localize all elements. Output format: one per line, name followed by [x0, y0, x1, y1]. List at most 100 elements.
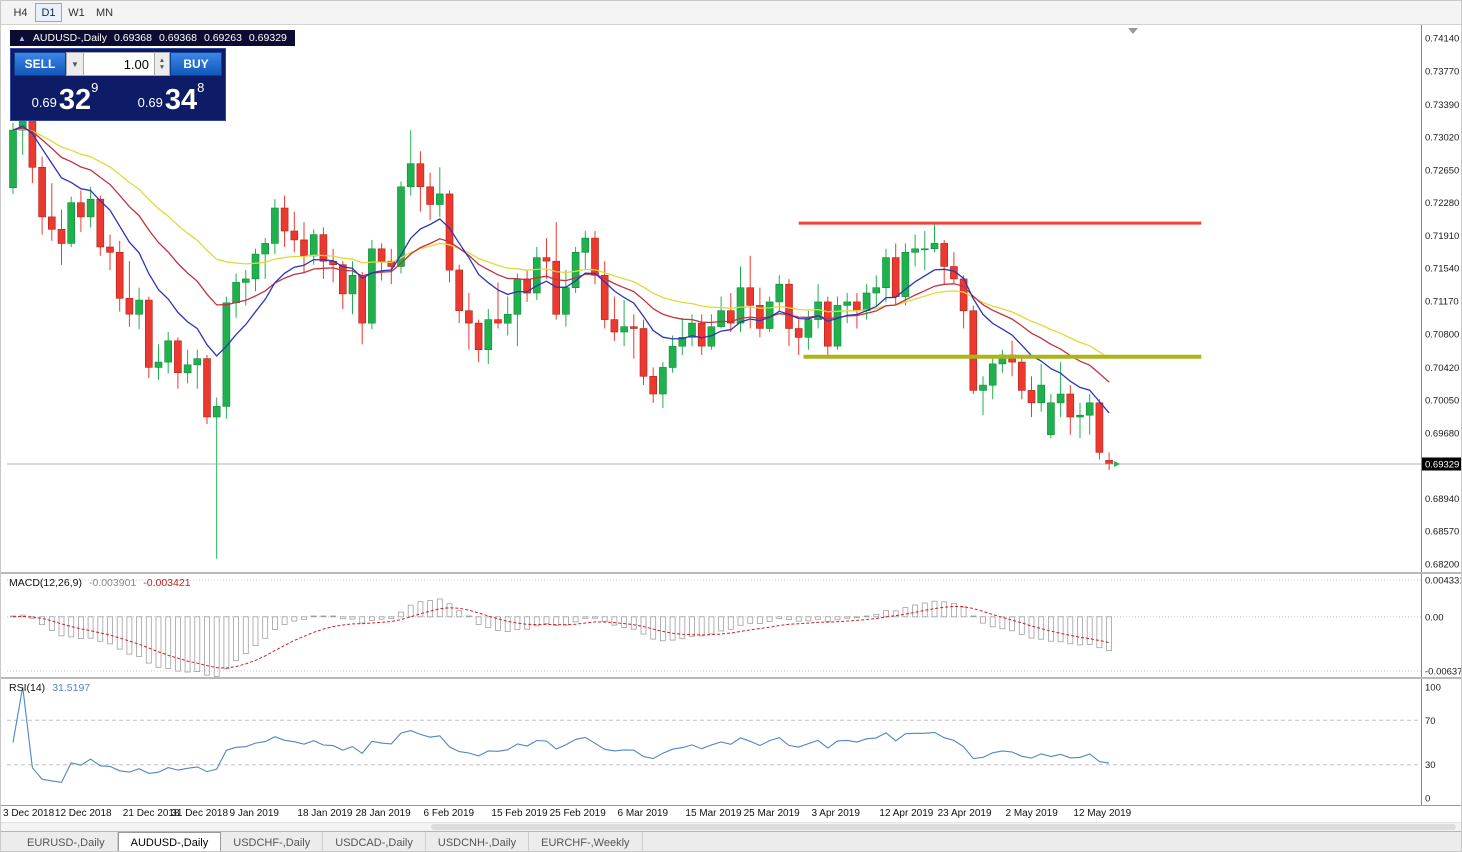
one-click-trading-panel: SELL ▼ ▲ ▼ BUY 0.69 32 9 0.69 34 8: [10, 48, 226, 121]
date-tick: 18 Jan 2019: [297, 808, 353, 819]
date-tick: 31 Dec 2018: [171, 808, 229, 819]
svg-text:0.72650: 0.72650: [1425, 165, 1459, 176]
buy-price-display[interactable]: 0.69 34 8: [120, 79, 222, 117]
date-tick: 6 Feb 2019: [423, 808, 475, 819]
timeframe-button-mn[interactable]: MN: [95, 6, 114, 19]
svg-text:100: 100: [1425, 683, 1441, 694]
stepper-down-icon[interactable]: ▼: [158, 64, 166, 71]
buy-button[interactable]: BUY: [170, 52, 222, 76]
ma-mid-red: [12, 127, 1110, 383]
macd-title: MACD(12,26,9): [9, 577, 82, 589]
panel-separator[interactable]: [1, 677, 1461, 679]
date-tick: 3 Dec 2018: [3, 808, 55, 819]
date-tick: 2 May 2019: [1005, 808, 1058, 819]
rsi-title: RSI(14): [9, 682, 46, 694]
ohlc-high: 0.69368: [158, 32, 197, 44]
volume-input[interactable]: [84, 52, 155, 76]
macd-signal-line: [12, 605, 1110, 669]
timeframe-toolbar: H4 D1 W1 MN: [1, 1, 1461, 25]
candlestick-series: [9, 103, 1113, 559]
svg-text:30: 30: [1425, 760, 1436, 771]
svg-text:70: 70: [1425, 716, 1436, 727]
timeframe-button-w1[interactable]: W1: [68, 6, 85, 19]
time-axis: 3 Dec 2018 12 Dec 2018 21 Dec 2018 31 Dec 2…: [1, 805, 1461, 822]
symbol-tab-audusd-daily[interactable]: AUDUSD-,Daily: [117, 832, 222, 851]
svg-text:0.68570: 0.68570: [1425, 527, 1459, 538]
svg-text:0.00: 0.00: [1425, 612, 1444, 623]
ohlc-open: 0.69368: [114, 32, 152, 44]
macd-signal-value: -0.003421: [143, 577, 191, 589]
sell-button[interactable]: SELL: [14, 52, 66, 76]
svg-text:0.73770: 0.73770: [1425, 66, 1459, 77]
chart-symbol-period: AUDUSD-,Daily: [32, 32, 108, 44]
rsi-line: [12, 686, 1110, 784]
macd-main-value: -0.003901: [88, 577, 137, 589]
panel-separator[interactable]: [1, 572, 1461, 574]
date-tick: 25 Mar 2019: [743, 808, 800, 819]
sell-price-display[interactable]: 0.69 32 9: [14, 79, 116, 117]
scrollbar-thumb[interactable]: [431, 824, 1456, 830]
price-axis-labels: 0.74140 0.73770 0.73390 0.73020 0.72650 0.722…: [1425, 34, 1459, 571]
svg-text:0.69680: 0.69680: [1425, 428, 1459, 439]
date-tick: 21 Dec 2018: [122, 808, 180, 819]
svg-text:0.71910: 0.71910: [1425, 231, 1459, 242]
collapse-arrow-icon[interactable]: ▲: [18, 33, 26, 43]
volume-dropdown-icon[interactable]: ▼: [66, 52, 84, 76]
chart-ohlc-header: ▲ AUDUSD-,Daily 0.69368 0.69368 0.69263 …: [10, 30, 295, 46]
sell-price-base: 0.69: [31, 95, 57, 110]
date-tick: 15 Mar 2019: [685, 808, 742, 819]
svg-text:0.70420: 0.70420: [1425, 363, 1459, 374]
last-price-arrow-icon: [1114, 461, 1121, 467]
svg-text:0.68200: 0.68200: [1425, 560, 1459, 571]
ohlc-low: 0.69263: [203, 32, 242, 44]
rsi-indicator-panel[interactable]: 100 70 30 0: [1, 679, 1462, 805]
symbol-tab-eurchf-weekly[interactable]: EURCHF-,Weekly: [529, 832, 643, 851]
svg-text:0.73390: 0.73390: [1425, 100, 1459, 111]
timeframe-button-group: H4 D1 W1 MN: [7, 3, 119, 22]
date-tick: 15 Feb 2019: [491, 808, 548, 819]
symbol-tab-eurusd-daily[interactable]: EURUSD-,Daily: [15, 832, 118, 851]
date-tick: 3 Apr 2019: [811, 808, 860, 819]
main-price-chart[interactable]: 0.74140 0.73770 0.73390 0.73020 0.72650 0.722…: [1, 25, 1462, 572]
ma-slow-yellow: [12, 128, 1110, 359]
svg-text:0.004331: 0.004331: [1425, 576, 1462, 587]
svg-text:0.72280: 0.72280: [1425, 198, 1459, 209]
buy-price-big-digits: 34: [164, 84, 198, 116]
symbol-tab-usdcnh-daily[interactable]: USDCNH-,Daily: [426, 832, 530, 851]
chart-shift-marker-icon: [1128, 28, 1138, 34]
svg-text:0.74140: 0.74140: [1425, 34, 1459, 45]
horizontal-scrollbar[interactable]: [1, 822, 1461, 831]
svg-text:-0.006373: -0.006373: [1425, 667, 1462, 678]
svg-text:0: 0: [1425, 794, 1430, 805]
date-tick: 25 Feb 2019: [549, 808, 606, 819]
macd-histogram: [10, 598, 1112, 677]
svg-text:0.71170: 0.71170: [1425, 297, 1459, 308]
stepper-up-icon[interactable]: ▲: [158, 57, 166, 64]
volume-stepper[interactable]: ▲ ▼: [155, 52, 170, 76]
macd-label: MACD(12,26,9) -0.003901 -0.003421: [9, 577, 191, 589]
symbol-tab-usdchf-daily[interactable]: USDCHF-,Daily: [221, 832, 324, 851]
rsi-label: RSI(14) 31.5197: [9, 682, 90, 694]
date-tick: 23 Apr 2019: [937, 808, 992, 819]
buy-price-base: 0.69: [137, 95, 163, 110]
ma-fast-blue: [12, 125, 1110, 414]
date-tick: 12 Dec 2018: [54, 808, 112, 819]
date-tick: 9 Jan 2019: [229, 808, 280, 819]
timeframe-button-d1[interactable]: D1: [35, 3, 62, 22]
current-price-badge-text: 0.69329: [1425, 460, 1459, 471]
symbol-tab-usdcad-daily[interactable]: USDCAD-,Daily: [323, 832, 426, 851]
rsi-value: 31.5197: [52, 682, 91, 694]
date-tick: 12 Apr 2019: [879, 808, 934, 819]
macd-indicator-panel[interactable]: 0.004331 0.00 -0.006373: [1, 574, 1462, 677]
svg-text:0.70800: 0.70800: [1425, 329, 1459, 340]
svg-text:0.68940: 0.68940: [1425, 494, 1459, 505]
ohlc-close: 0.69329: [248, 32, 287, 44]
svg-text:0.71540: 0.71540: [1425, 264, 1459, 275]
sell-price-pipette: 9: [91, 80, 99, 95]
buy-price-pipette: 8: [197, 80, 205, 95]
current-price-badge: [1422, 457, 1461, 471]
svg-text:0.73020: 0.73020: [1425, 133, 1459, 144]
date-tick: 12 May 2019: [1073, 808, 1132, 819]
timeframe-button-h4[interactable]: H4: [13, 6, 28, 19]
date-tick: 6 Mar 2019: [617, 808, 669, 819]
